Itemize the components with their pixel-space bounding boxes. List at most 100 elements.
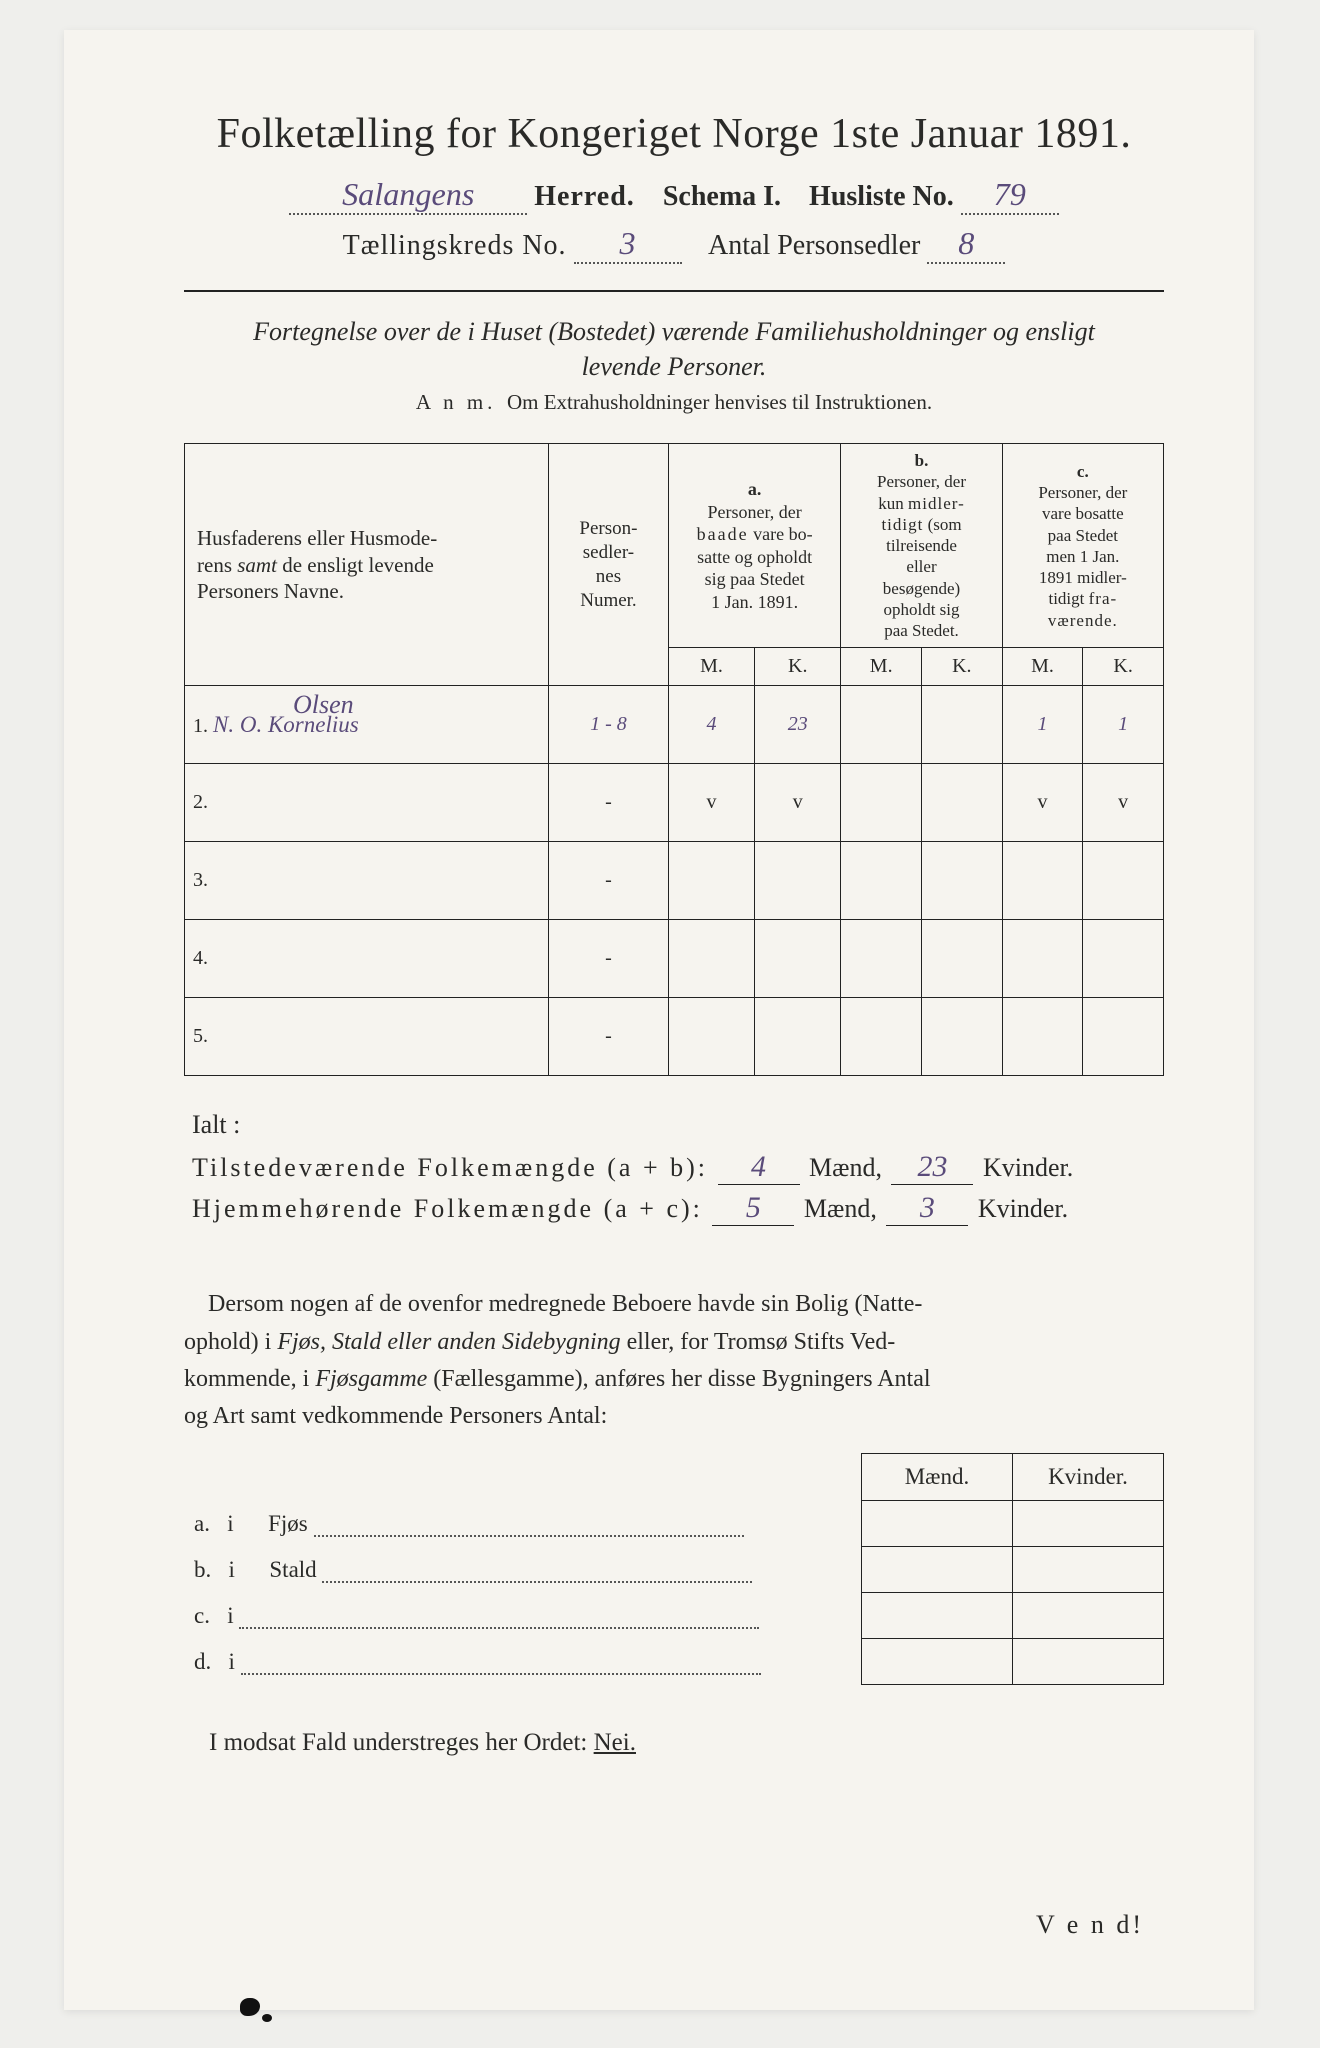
herred-label: Herred.: [534, 181, 635, 212]
husliste-value: 79: [961, 176, 1059, 215]
table-row: 3. -: [185, 842, 1164, 920]
row-number: 1.: [193, 715, 208, 737]
main-census-table: Husfaderens eller Husmode-rens samt de e…: [184, 443, 1164, 1076]
schema-label: Schema I.: [663, 181, 781, 212]
col-header-name: Husfaderens eller Husmode-rens samt de e…: [185, 444, 549, 686]
nei-word: Nei.: [594, 1729, 636, 1756]
side-kvinder-cell: [1013, 1501, 1164, 1547]
intro-line2: levende Personer.: [582, 352, 767, 381]
side-maend-cell: [862, 1501, 1013, 1547]
numer-cell: 1 - 8: [549, 686, 669, 764]
dots-fill: [314, 1514, 744, 1537]
numer-cell: -: [549, 842, 669, 920]
c-m-cell: [1002, 998, 1083, 1076]
anm-label: A n m.: [416, 390, 497, 414]
husliste-label: Husliste No.: [809, 181, 954, 212]
numer-cell: -: [549, 998, 669, 1076]
name-cell: 4.: [185, 920, 549, 998]
row-number: 5.: [193, 1025, 208, 1047]
dots-fill: [241, 1652, 761, 1675]
header-line-1: Salangens Herred. Schema I. Husliste No.…: [184, 176, 1164, 215]
name-cell: 1. Olsen N. O. Kornelius: [185, 686, 549, 764]
c-k-cell: v: [1083, 764, 1164, 842]
side-maend-cell: [862, 1593, 1013, 1639]
row-number: 4.: [193, 947, 208, 969]
side-row: a. i Fjøs: [184, 1501, 1164, 1547]
name-cell: 2.: [185, 764, 549, 842]
side-label: d. i: [184, 1639, 862, 1685]
c-m-cell: 1: [1002, 686, 1083, 764]
a-m-cell: [668, 920, 754, 998]
census-form-page: Folketælling for Kongeriget Norge 1ste J…: [64, 30, 1254, 2010]
side-maend-cell: [862, 1639, 1013, 1685]
c-m-cell: [1002, 920, 1083, 998]
side-row: b. i Stald: [184, 1547, 1164, 1593]
footer-line: I modsat Fald understreges her Ordet: Ne…: [184, 1729, 1164, 1757]
ink-blot-icon: [240, 1998, 260, 2016]
c-k-cell: [1083, 842, 1164, 920]
subhead-b-k: K.: [922, 648, 1003, 686]
numer-cell: -: [549, 920, 669, 998]
name-cell: 5.: [185, 998, 549, 1076]
subhead-a-k: K.: [755, 648, 841, 686]
totals-kvin-2: 3: [886, 1191, 968, 1226]
col-header-b: b. Personer, derkun midler-tidigt (somti…: [841, 444, 1002, 648]
instructions-paragraph: Dersom nogen af de ovenfor medregnede Be…: [184, 1286, 1164, 1435]
table-row: 5. -: [185, 998, 1164, 1076]
table-row: 1. Olsen N. O. Kornelius 1 - 8 4 23 1 1: [185, 686, 1164, 764]
a-m-cell: [668, 842, 754, 920]
numer-cell: -: [549, 764, 669, 842]
c-k-cell: [1083, 998, 1164, 1076]
totals-label-1: Tilstedeværende Folkemængde (a + b):: [192, 1153, 708, 1182]
row-number: 3.: [193, 869, 208, 891]
b-m-cell: [841, 842, 922, 920]
side-kvinder-cell: [1013, 1593, 1164, 1639]
c-k-cell: [1083, 920, 1164, 998]
side-head-kvinder: Kvinder.: [1013, 1454, 1164, 1501]
b-m-cell: [841, 764, 922, 842]
intro-line1: Fortegnelse over de i Huset (Bostedet) v…: [253, 317, 1095, 346]
col-header-c: c. Personer, dervare bosattepaa Stedetme…: [1002, 444, 1163, 648]
totals-line-2: Hjemmehørende Folkemængde (a + c): 5 Mæn…: [192, 1191, 1164, 1226]
personsedler-label: Antal Personsedler: [708, 230, 920, 261]
a-k-cell: [755, 842, 841, 920]
b-m-cell: [841, 920, 922, 998]
b-k-cell: [922, 998, 1003, 1076]
a-m-cell: v: [668, 764, 754, 842]
dots-fill: [322, 1560, 752, 1583]
kvinder-label: Kvinder.: [978, 1194, 1068, 1223]
name-value: Olsen N. O. Kornelius: [213, 712, 359, 737]
subhead-c-k: K.: [1083, 648, 1164, 686]
page-title: Folketælling for Kongeriget Norge 1ste J…: [184, 110, 1164, 158]
name-cell: 3.: [185, 842, 549, 920]
herred-value: Salangens: [289, 176, 527, 215]
col-header-numer: Person-sedler-nesNumer.: [549, 444, 669, 686]
totals-kvin-1: 23: [891, 1150, 973, 1185]
divider: [184, 290, 1164, 292]
kreds-value: 3: [574, 225, 682, 264]
dots-fill: [239, 1606, 759, 1629]
personsedler-value: 8: [927, 225, 1005, 264]
totals-maend-1: 4: [718, 1150, 800, 1185]
a-m-cell: 4: [668, 686, 754, 764]
a-k-cell: [755, 998, 841, 1076]
maend-label: Mænd,: [809, 1153, 882, 1182]
ialt-label: Ialt :: [192, 1110, 1164, 1140]
side-head-maend: Mænd.: [862, 1454, 1013, 1501]
side-kvinder-cell: [1013, 1547, 1164, 1593]
a-k-cell: v: [755, 764, 841, 842]
b-m-cell: [841, 686, 922, 764]
b-k-cell: [922, 842, 1003, 920]
kvinder-label: Kvinder.: [983, 1153, 1073, 1182]
b-k-cell: [922, 764, 1003, 842]
totals-maend-2: 5: [712, 1191, 794, 1226]
b-m-cell: [841, 998, 922, 1076]
row-number: 2.: [193, 791, 208, 813]
c-m-cell: v: [1002, 764, 1083, 842]
totals-line-1: Tilstedeværende Folkemængde (a + b): 4 M…: [192, 1150, 1164, 1185]
header-line-2: Tællingskreds No. 3 Antal Personsedler 8: [184, 225, 1164, 264]
side-buildings-table: Mænd. Kvinder. a. i Fjøs b. i Stald: [184, 1453, 1164, 1685]
table-row: 2. - v v v v: [185, 764, 1164, 842]
side-maend-cell: [862, 1547, 1013, 1593]
side-row: c. i: [184, 1593, 1164, 1639]
